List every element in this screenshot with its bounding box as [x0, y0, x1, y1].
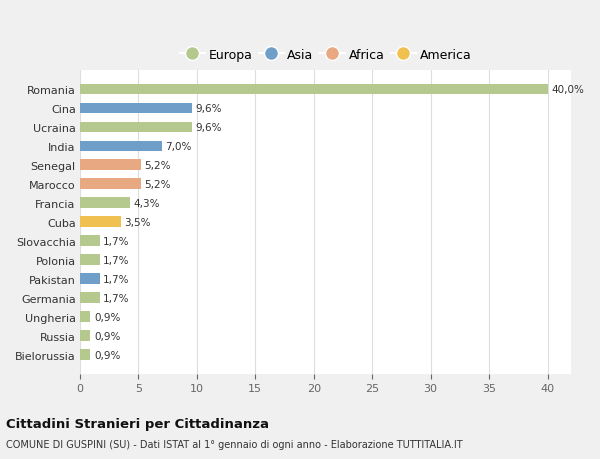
Bar: [80, 103, 192, 114]
Bar: [80, 84, 548, 95]
Bar: [80, 274, 100, 284]
Text: Cittadini Stranieri per Cittadinanza: Cittadini Stranieri per Cittadinanza: [6, 417, 269, 430]
Text: 1,7%: 1,7%: [103, 293, 130, 303]
Legend: Europa, Asia, Africa, America: Europa, Asia, Africa, America: [175, 44, 476, 67]
Text: 5,2%: 5,2%: [144, 179, 171, 189]
Text: 1,7%: 1,7%: [103, 236, 130, 246]
Text: 0,9%: 0,9%: [94, 331, 121, 341]
Text: 1,7%: 1,7%: [103, 255, 130, 265]
Text: 4,3%: 4,3%: [134, 198, 160, 208]
Text: 0,9%: 0,9%: [94, 312, 121, 322]
Bar: [80, 179, 141, 190]
Bar: [80, 141, 162, 151]
Text: 7,0%: 7,0%: [165, 141, 191, 151]
Text: 40,0%: 40,0%: [551, 84, 584, 95]
Text: 9,6%: 9,6%: [196, 104, 222, 113]
Bar: [80, 330, 91, 341]
Bar: [80, 160, 141, 171]
Bar: [80, 217, 121, 227]
Bar: [80, 236, 100, 246]
Text: 9,6%: 9,6%: [196, 123, 222, 133]
Text: 3,5%: 3,5%: [124, 217, 151, 227]
Text: 1,7%: 1,7%: [103, 274, 130, 284]
Bar: [80, 293, 100, 303]
Bar: [80, 198, 130, 208]
Text: COMUNE DI GUSPINI (SU) - Dati ISTAT al 1° gennaio di ogni anno - Elaborazione TU: COMUNE DI GUSPINI (SU) - Dati ISTAT al 1…: [6, 440, 463, 449]
Text: 0,9%: 0,9%: [94, 350, 121, 360]
Bar: [80, 255, 100, 265]
Bar: [80, 312, 91, 322]
Text: 5,2%: 5,2%: [144, 160, 171, 170]
Bar: [80, 122, 192, 133]
Bar: [80, 350, 91, 360]
